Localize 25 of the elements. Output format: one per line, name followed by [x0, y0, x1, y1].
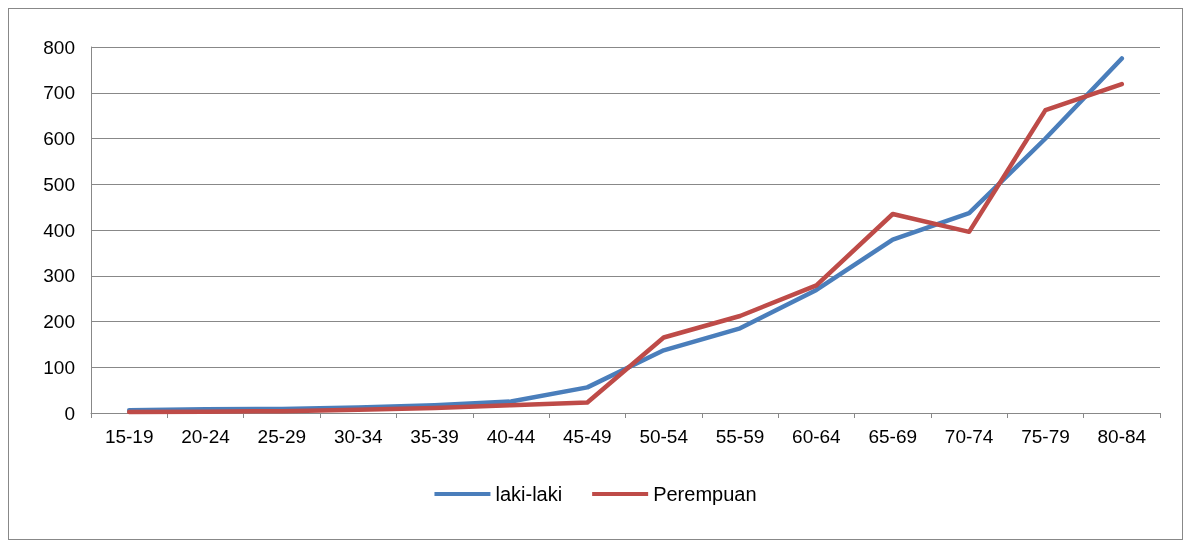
y-tick-label: 600	[43, 128, 75, 149]
x-tick-label: 30-34	[333, 426, 383, 447]
legend-label: Perempuan	[653, 483, 757, 505]
y-tick-label: 400	[43, 219, 75, 241]
x-tick-label: 60-64	[792, 426, 842, 447]
x-tick-label: 40-44	[486, 426, 536, 447]
y-tick-label: 800	[43, 36, 75, 58]
x-tick-label: 55-59	[715, 426, 765, 447]
y-tick-label: 500	[43, 173, 75, 195]
y-tick-label: 100	[43, 356, 75, 378]
y-tick-label: 300	[43, 265, 75, 287]
x-tick-label: 50-54	[639, 426, 689, 447]
x-tick-label: 65-69	[868, 426, 918, 447]
x-tick-label: 35-39	[410, 426, 459, 447]
x-tick-label: 75-79	[1021, 426, 1070, 447]
x-tick-label: 15-19	[104, 426, 154, 447]
x-tick-label: 80-84	[1097, 426, 1147, 447]
x-tick-label: 70-74	[944, 426, 994, 447]
x-tick-label: 25-29	[257, 426, 307, 447]
x-tick-label: 45-49	[563, 426, 612, 447]
x-tick-label: 20-24	[181, 426, 231, 447]
y-tick-label: 200	[43, 311, 75, 332]
y-tick-label: 700	[43, 82, 75, 104]
y-tick-label: 0	[64, 402, 75, 424]
legend-label: laki-laki	[495, 483, 563, 505]
